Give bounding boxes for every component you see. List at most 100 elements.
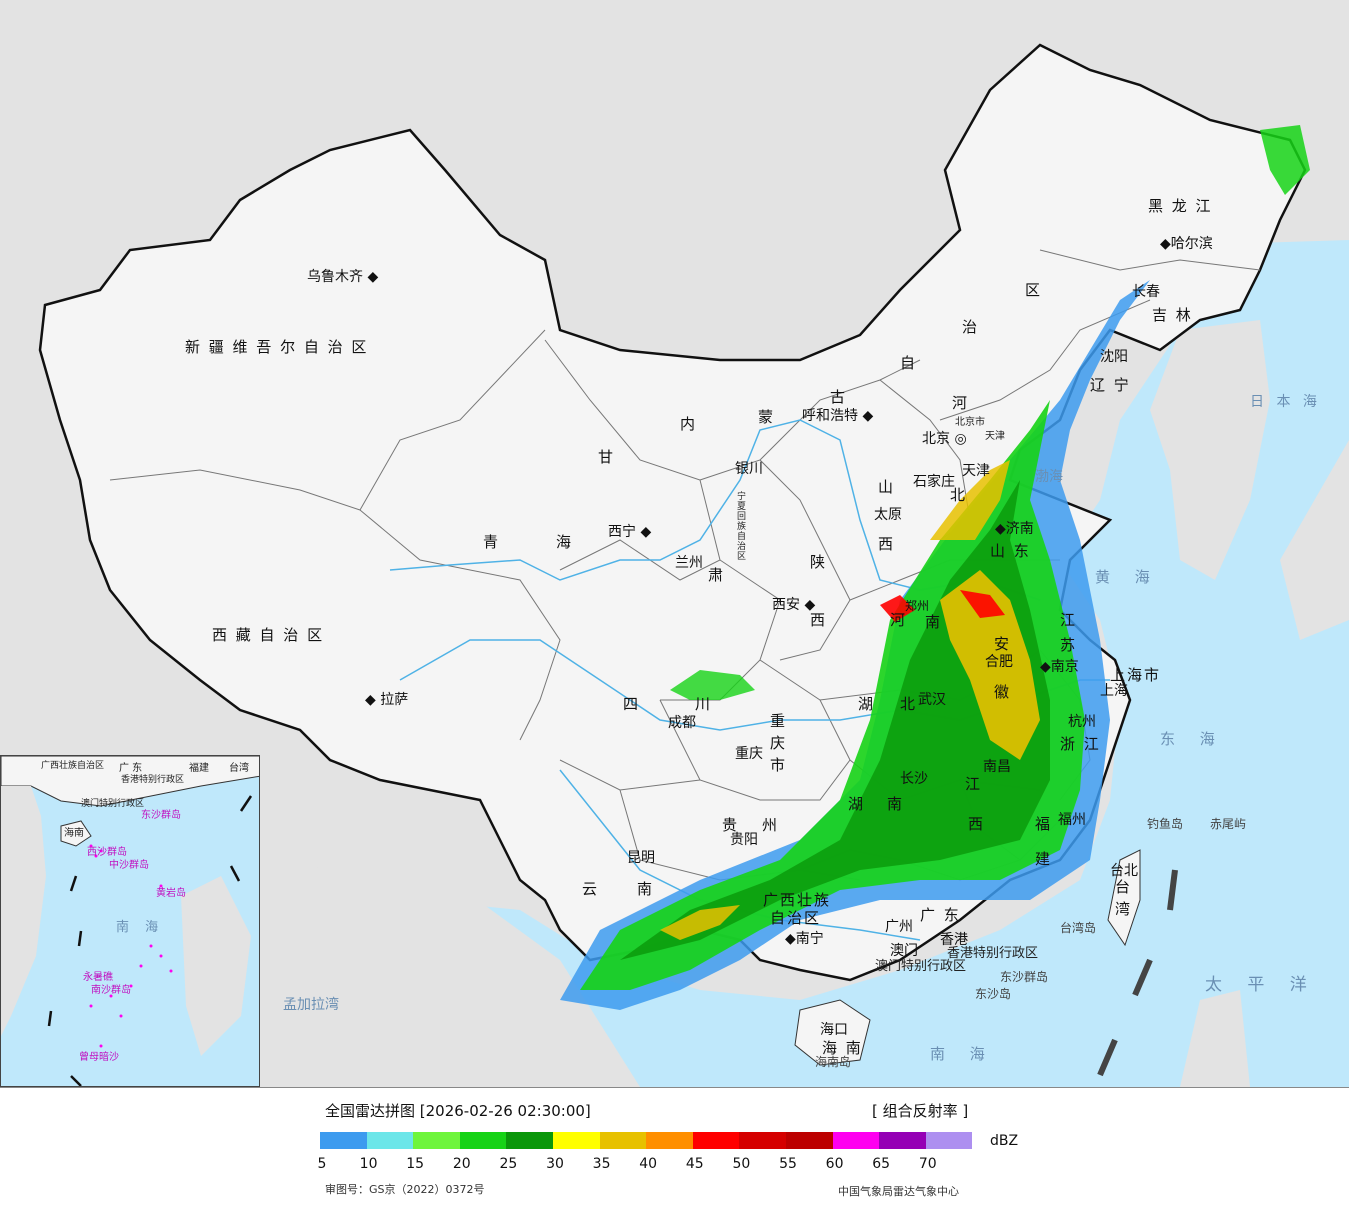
province-jiangsu-a: 江	[1060, 611, 1078, 629]
sea-huanghai: 黄 海	[1095, 568, 1160, 586]
province-shaanxi-a: 陕	[810, 553, 828, 571]
scale-tick-label: 70	[918, 1156, 937, 1172]
province-neimenggu-c: 古	[830, 388, 848, 406]
sea-donghai: 东 海	[1160, 730, 1225, 748]
sea-japan: 日 本 海	[1250, 394, 1321, 410]
city-chongqing: 重庆	[735, 746, 763, 762]
province-guizhou-b: 州	[762, 816, 780, 834]
scale-tick-label: 15	[406, 1156, 425, 1172]
city-hongkong: 香港	[940, 932, 968, 948]
inset-nanhai: 南 海	[116, 920, 165, 935]
province-xinjiang: 新 疆 维 吾 尔 自 治 区	[185, 338, 369, 356]
color-swatch	[506, 1132, 553, 1149]
province-hk: 香港特别行政区	[947, 946, 1039, 961]
city-nanning: ◆南宁	[785, 931, 824, 947]
hainan-island	[794, 999, 871, 1066]
province-hebei-b: 北	[950, 486, 968, 504]
province-hunan-a: 湖	[848, 795, 866, 813]
map-graphic	[38, 43, 1349, 1087]
province-neimenggu-e: 治	[962, 318, 980, 336]
city-yinchuan: 银川	[735, 461, 763, 477]
province-yunnan-b: 南	[637, 880, 655, 898]
province-shanxi-b: 西	[878, 535, 896, 553]
city-guangzhou: 广州	[885, 919, 913, 935]
province-hubei-a: 湖	[858, 695, 876, 713]
scale-tick-label: 50	[732, 1156, 751, 1172]
color-swatch	[785, 1132, 833, 1149]
scale-tick-label: 60	[825, 1156, 844, 1172]
province-qinghai-a: 青	[483, 533, 501, 551]
color-scale	[320, 1132, 973, 1149]
province-shanghai: 上海市	[1110, 666, 1162, 684]
island-dongsha-dao: 东沙岛	[975, 987, 1012, 1001]
color-swatch	[832, 1132, 880, 1149]
province-neimenggu-b: 蒙	[758, 408, 776, 426]
echo-intense-2	[960, 590, 1005, 618]
city-changsha: 长沙	[900, 771, 928, 787]
city-shanghai: 上海	[1100, 683, 1128, 699]
product-name: [ 组合反射率 ]	[872, 1102, 969, 1120]
province-hubei-b: 北	[900, 695, 918, 713]
organization: 中国气象局雷达气象中心	[838, 1185, 959, 1198]
city-wuhan: 武汉	[918, 692, 946, 708]
echo-intense	[880, 595, 915, 622]
city-fuzhou: 福州	[1058, 812, 1086, 828]
province-gansu-b: 肃	[708, 566, 726, 584]
inset-zengmu: 曾母暗沙	[79, 1052, 119, 1063]
province-tianjin: 天津	[985, 431, 1005, 442]
province-anhui-a: 安	[994, 635, 1012, 653]
unit-label: dBZ	[990, 1133, 1019, 1149]
color-swatch	[879, 1132, 926, 1149]
inset-nansha: 南沙群岛	[91, 985, 131, 996]
province-anhui-b: 徽	[994, 683, 1012, 701]
province-fujian-a: 福	[1035, 815, 1053, 833]
korea-land	[1150, 320, 1270, 580]
city-lanzhou: 兰州	[675, 555, 703, 571]
city-hohhot: 呼和浩特 ◆	[802, 408, 874, 424]
inset-hk: 香港特别行政区	[121, 775, 185, 785]
province-sichuan-a: 四	[623, 695, 641, 713]
city-xian: 西安 ◆	[772, 597, 816, 613]
city-changchun: 长春	[1132, 284, 1160, 300]
province-hebei-a: 河	[952, 394, 970, 412]
color-swatch	[413, 1132, 460, 1149]
scale-tick-label: 20	[452, 1156, 471, 1172]
inset-guangxi: 广西壮族自治区	[41, 761, 105, 771]
scale-tick-label: 45	[685, 1156, 704, 1172]
island-dongsha: 东沙群岛	[1000, 970, 1049, 984]
echo-heavy-3	[660, 905, 740, 940]
island-diaoyu: 钓鱼岛	[1147, 817, 1184, 831]
province-guangdong: 广 东	[920, 906, 961, 924]
province-jiangxi-a: 江	[965, 775, 983, 793]
color-swatch	[646, 1132, 693, 1149]
color-swatch	[366, 1132, 414, 1149]
sea-boundaries	[1097, 869, 1178, 1077]
province-henan-a: 河	[890, 611, 908, 629]
scale-tick-label: 40	[639, 1156, 658, 1172]
city-beijing: 北京 ◎	[922, 431, 967, 447]
island-chiwei: 赤尾屿	[1210, 817, 1247, 831]
province-beijing: 北京市	[955, 417, 985, 428]
province-yunnan-a: 云	[582, 880, 600, 898]
taiwan-island	[1107, 849, 1141, 947]
legend-panel: 全国雷达拼图 [2026-02-26 02:30:00] [ 组合反射率 ] d…	[0, 1087, 1349, 1209]
province-shandong: 山 东	[990, 542, 1031, 560]
province-gansu-a: 甘	[598, 448, 616, 466]
inset-huangyan: 黄岩岛	[156, 888, 186, 899]
city-zhengzhou: 郑州	[905, 599, 930, 613]
city-taiyuan: 太原	[874, 507, 902, 523]
province-heilongjiang: 黑 龙 江	[1148, 197, 1213, 215]
province-neimenggu-d: 自	[900, 354, 918, 372]
city-nanchang: 南昌	[983, 759, 1011, 775]
city-nanjing: ◆南京	[1040, 659, 1079, 675]
scale-tick-label: 30	[546, 1156, 564, 1172]
province-jilin: 吉 林	[1152, 306, 1193, 324]
province-sichuan-b: 川	[695, 695, 713, 713]
city-kunming: 昆明	[627, 850, 655, 866]
province-neimenggu-f: 区	[1025, 281, 1043, 299]
color-swatch	[739, 1132, 786, 1149]
inset-taiwan: 台湾	[229, 763, 249, 774]
city-hefei: 合肥	[985, 654, 1013, 670]
province-zhejiang: 浙 江	[1060, 735, 1101, 753]
city-xining: 西宁 ◆	[608, 524, 652, 540]
